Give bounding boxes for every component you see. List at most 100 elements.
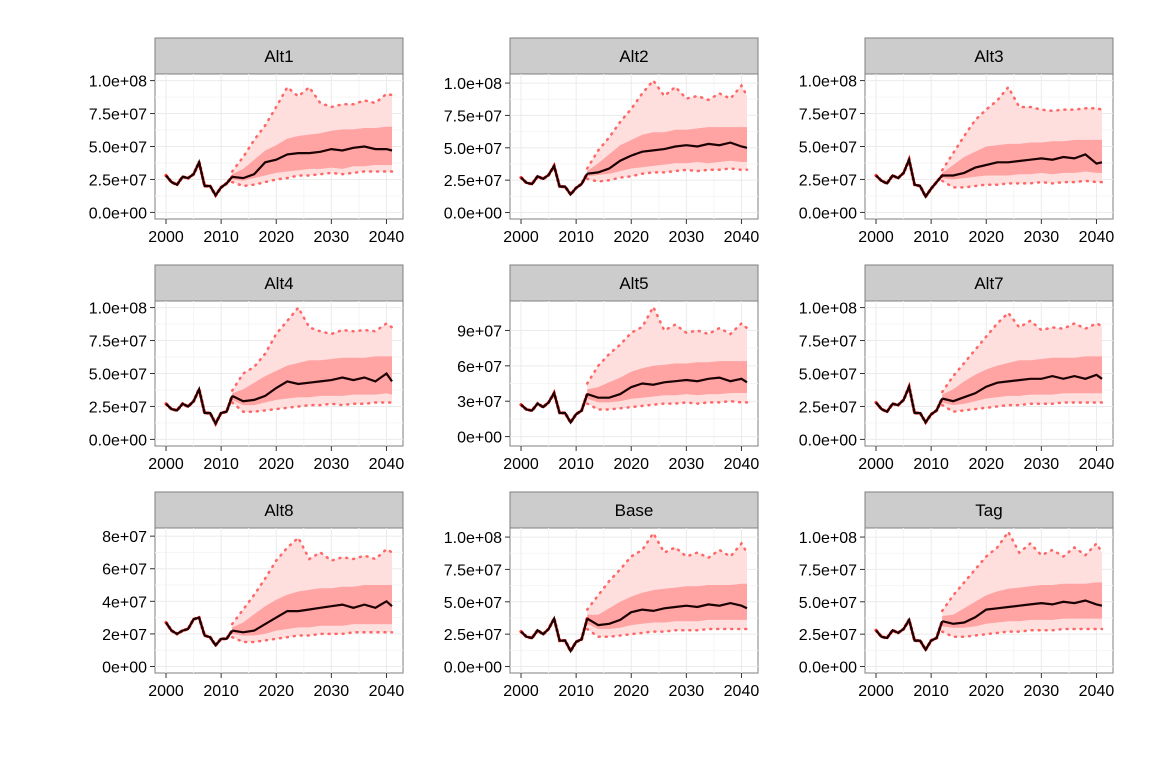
panel-alt3-y-tick-label: 0.0e+00 bbox=[799, 205, 857, 222]
panel-alt5-title: Alt5 bbox=[619, 274, 648, 293]
panel-alt2-y-tick-label: 7.5e+07 bbox=[444, 108, 502, 125]
panel-alt7-x-tick-label: 2000 bbox=[858, 456, 894, 473]
panel-alt5-strip bbox=[509, 264, 759, 302]
panel-alt5-y-tick-label: 3e+07 bbox=[457, 394, 502, 411]
panel-alt5-historical-line bbox=[520, 390, 589, 425]
panel-base-y-tick-label: 0.0e+00 bbox=[444, 660, 502, 677]
panel-alt3-outer-low-line bbox=[940, 179, 1104, 189]
panel-alt7-y-tick-label: 5.0e+07 bbox=[799, 367, 857, 384]
panel-tag-outer-low-line bbox=[940, 627, 1104, 639]
panel-alt7-x-tick-label: 2030 bbox=[1024, 456, 1060, 473]
panel-alt7-historical-line bbox=[875, 382, 944, 425]
panel-alt2: Alt2 0.0e+00 2.5e+07 5.0e+07 7.5e+07 1.0e+08 2… bbox=[444, 37, 760, 246]
panel-alt3-outer-high-line bbox=[940, 84, 1104, 172]
panel-alt4-x-tick-label: 2020 bbox=[258, 456, 294, 473]
panel-alt8-median-line bbox=[232, 599, 393, 634]
panel-alt1-title: Alt1 bbox=[264, 47, 293, 66]
panel-alt4-x-tick-label: 2040 bbox=[369, 456, 405, 473]
panel-alt8-x-tick-label: 2010 bbox=[203, 683, 239, 700]
panel-base-y-tick-label: 7.5e+07 bbox=[444, 562, 502, 579]
panel-alt8: Alt8 0e+00 2e+07 4e+07 6e+07 8e+07 2000 2010 202… bbox=[102, 491, 404, 700]
panel-alt3-x-tick-label: 2000 bbox=[858, 229, 894, 246]
panel-alt7-strip bbox=[864, 264, 1114, 302]
panel-alt8-historical-line bbox=[165, 616, 234, 648]
panel-alt8-outer-low-line bbox=[230, 631, 394, 644]
panel-alt3: Alt3 0.0e+00 2.5e+07 5.0e+07 7.5e+07 1.0e+08 2… bbox=[799, 37, 1115, 246]
panel-alt2-inner-band bbox=[587, 127, 747, 177]
panel-alt7-x-tick-label: 2010 bbox=[913, 456, 949, 473]
panel-alt7-outer-low-line bbox=[940, 401, 1104, 413]
panel-base-y-tick-label: 1.0e+08 bbox=[444, 530, 502, 547]
panel-base-x-tick-label: 2020 bbox=[613, 683, 649, 700]
panel-alt5-outer-low-line bbox=[585, 399, 749, 411]
panel-alt3-y-tick-label: 5.0e+07 bbox=[799, 140, 857, 157]
panel-tag-x-tick-label: 2020 bbox=[968, 683, 1004, 700]
panel-alt4-y-tick-label: 2.5e+07 bbox=[89, 399, 147, 416]
panel-alt4-x-tick-label: 2030 bbox=[314, 456, 350, 473]
panel-alt8-x-tick-label: 2020 bbox=[258, 683, 294, 700]
panel-base-x-tick-label: 2000 bbox=[503, 683, 539, 700]
panel-base-x-tick-label: 2040 bbox=[724, 683, 760, 700]
panel-alt1-x-tick-label: 2020 bbox=[258, 229, 294, 246]
panel-alt4-median-line bbox=[231, 371, 393, 403]
panel-alt4-outer-low-line bbox=[230, 401, 394, 413]
panel-alt2-title: Alt2 bbox=[619, 47, 648, 66]
panel-tag-x-tick-label: 2000 bbox=[858, 683, 894, 700]
panel-alt2-outer-low-line bbox=[585, 167, 749, 183]
panel-alt7-outer-high-line bbox=[940, 311, 1104, 394]
panel-alt1-x-tick-label: 2010 bbox=[203, 229, 239, 246]
panel-tag-y-tick-label: 1.0e+08 bbox=[799, 530, 857, 547]
panel-alt5: Alt5 0e+00 3e+07 6e+07 9e+07 2000 2010 2020 2030… bbox=[457, 264, 760, 473]
panel-alt3-x-tick-label: 2020 bbox=[968, 229, 1004, 246]
panel-alt3-x-tick-label: 2040 bbox=[1079, 229, 1115, 246]
panel-alt4-strip bbox=[154, 264, 404, 302]
panel-alt8-x-tick-label: 2030 bbox=[314, 683, 350, 700]
panel-alt1-historical-line bbox=[165, 158, 234, 198]
panel-tag-y-tick-label: 5.0e+07 bbox=[799, 595, 857, 612]
panel-tag-y-tick-label: 0.0e+00 bbox=[799, 660, 857, 677]
panel-tag-y-tick-label: 7.5e+07 bbox=[799, 562, 857, 579]
panel-alt1-outer-high-line bbox=[230, 85, 394, 173]
panel-alt5-y-tick-label: 0e+00 bbox=[457, 430, 502, 447]
panel-alt7-y-tick-label: 0.0e+00 bbox=[799, 432, 857, 449]
panel-alt7-x-tick-label: 2020 bbox=[968, 456, 1004, 473]
panel-alt1-y-tick-label: 7.5e+07 bbox=[89, 107, 147, 124]
panel-alt4-inner-band bbox=[232, 356, 392, 406]
panel-tag-x-tick-label: 2040 bbox=[1079, 683, 1115, 700]
panel-alt2-median-line bbox=[587, 141, 748, 175]
panel-alt2-x-tick-label: 2010 bbox=[558, 229, 594, 246]
panel-tag-x-tick-label: 2010 bbox=[913, 683, 949, 700]
panel-base-historical-line bbox=[520, 615, 589, 654]
panel-tag-historical-line bbox=[875, 617, 944, 652]
panel-alt5-outer-high-line bbox=[585, 304, 749, 385]
panel-alt8-y-tick-label: 4e+07 bbox=[102, 594, 147, 611]
panel-alt2-x-tick-label: 2040 bbox=[724, 229, 760, 246]
panel-alt1-x-tick-label: 2030 bbox=[314, 229, 350, 246]
panel-alt5-x-tick-label: 2040 bbox=[724, 456, 760, 473]
panel-base-outer-low-line bbox=[585, 627, 749, 639]
panel-alt7-median-line bbox=[941, 373, 1103, 403]
panel-alt1-y-tick-label: 2.5e+07 bbox=[89, 172, 147, 189]
panel-base: Base 0.0e+00 2.5e+07 5.0e+07 7.5e+07 1.0e+08 2… bbox=[444, 491, 760, 700]
panel-tag-outer-high-line bbox=[940, 529, 1104, 613]
panel-alt7-x-tick-label: 2040 bbox=[1079, 456, 1115, 473]
panel-alt1-median-line bbox=[232, 145, 393, 180]
panel-tag-strip bbox=[864, 491, 1114, 529]
panel-alt3-x-tick-label: 2010 bbox=[913, 229, 949, 246]
panel-base-y-tick-label: 5.0e+07 bbox=[444, 595, 502, 612]
panel-alt3-strip bbox=[864, 37, 1114, 75]
panel-alt7-y-tick-label: 1.0e+08 bbox=[799, 301, 857, 318]
panel-alt8-y-tick-label: 6e+07 bbox=[102, 562, 147, 579]
panel-alt8-y-tick-label: 8e+07 bbox=[102, 529, 147, 546]
panel-tag-title: Tag bbox=[975, 501, 1002, 520]
panel-alt5-x-tick-label: 2000 bbox=[503, 456, 539, 473]
panel-alt3-y-tick-label: 2.5e+07 bbox=[799, 172, 857, 189]
panel-alt7-y-tick-label: 2.5e+07 bbox=[799, 399, 857, 416]
panel-alt2-historical-line bbox=[520, 163, 589, 197]
panel-alt8-y-tick-label: 2e+07 bbox=[102, 627, 147, 644]
panel-alt4-x-tick-label: 2010 bbox=[203, 456, 239, 473]
panel-alt4-historical-line bbox=[165, 385, 234, 426]
panel-alt3-y-tick-label: 7.5e+07 bbox=[799, 107, 857, 124]
panel-alt2-y-tick-label: 1.0e+08 bbox=[444, 76, 502, 93]
